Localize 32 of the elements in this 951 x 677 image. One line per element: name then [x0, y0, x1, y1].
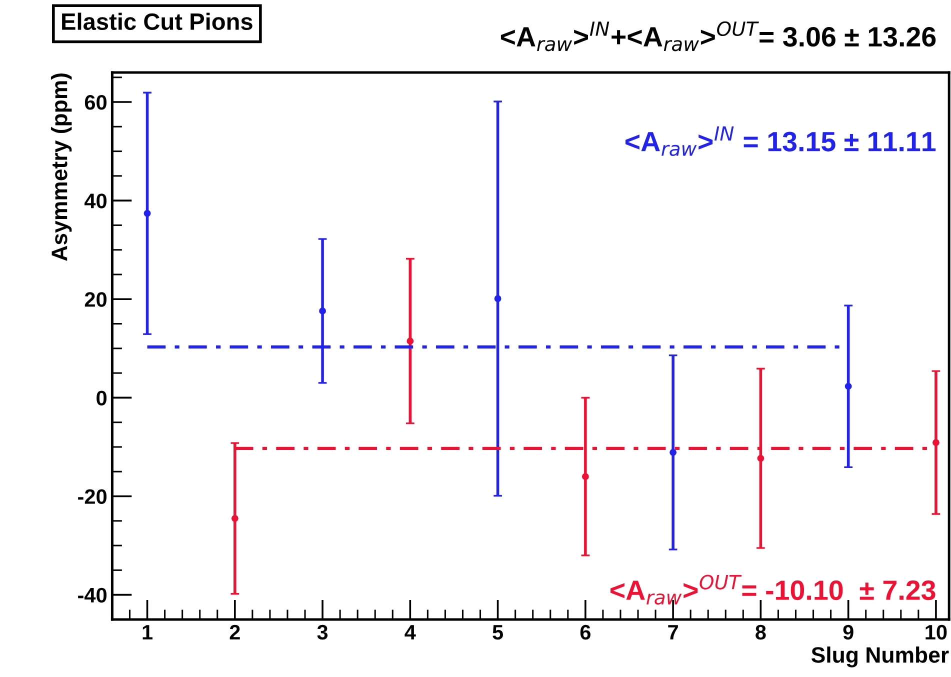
- x-tick-label: 2: [230, 624, 240, 640]
- point: [844, 382, 852, 390]
- x-tick-label: 8: [756, 624, 766, 640]
- y-tick-label: -40: [78, 588, 107, 603]
- point: [494, 295, 502, 302]
- y-tick-label: 40: [84, 194, 107, 208]
- y-axis-title: Asymmetry (ppm): [50, 74, 72, 261]
- x-tick-label: 10: [926, 624, 947, 640]
- x-axis-title: Slug Number: [811, 646, 949, 668]
- point: [406, 338, 414, 344]
- x-tick-label: 5: [492, 625, 504, 640]
- point: [319, 307, 326, 314]
- point: [757, 454, 764, 462]
- x-tick-label: 1: [142, 625, 152, 640]
- text: <A$_{raw}$>$^{IN}$+<A$_{raw}$>$^{OUT}$= 3.06 ± 13.26: [500, 21, 936, 52]
- x-tick-label: 4: [404, 625, 416, 640]
- y-tick-label: 60: [84, 95, 107, 110]
- y-tick-label: -20: [78, 489, 107, 504]
- chart-title: Elastic Cut Pions: [62, 12, 252, 30]
- x-tick-label: 9: [843, 624, 854, 640]
- point: [231, 514, 238, 522]
- point: [144, 210, 151, 217]
- y-tick-label: 20: [84, 292, 107, 307]
- text: <A$_{raw}$>$^{IN}$ = 13.15 ± 11.11: [625, 126, 936, 156]
- y-tick-label: 0: [96, 390, 107, 406]
- point: [932, 439, 940, 446]
- point: [670, 448, 677, 456]
- x-tick-label: 7: [668, 625, 678, 640]
- text: <A$_{raw}$>$^{OUT}$= -10.10 ± 7.23: [610, 574, 936, 605]
- point: [582, 473, 589, 480]
- x-tick-label: 3: [317, 624, 328, 640]
- x-tick-label: 6: [580, 624, 590, 640]
